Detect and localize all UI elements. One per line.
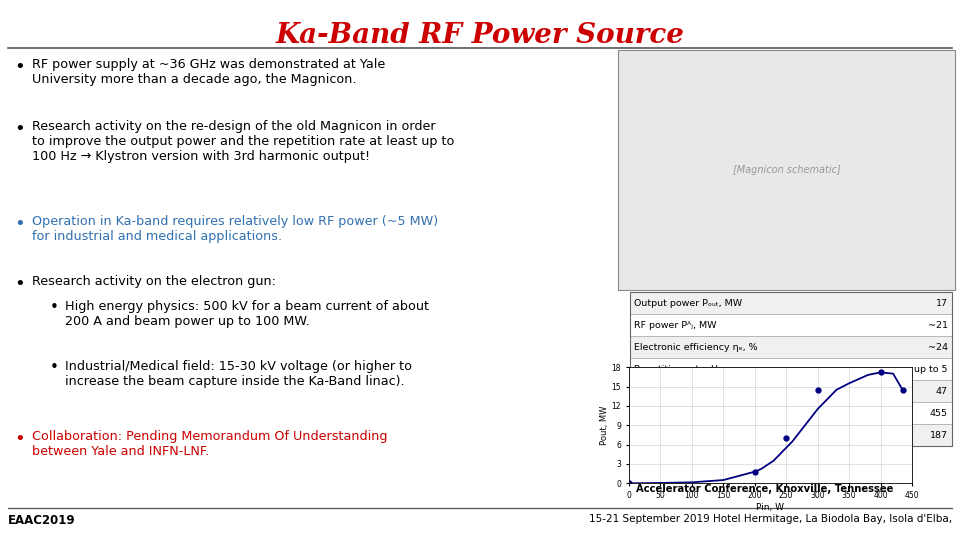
Bar bbox=[630, 292, 952, 446]
Text: 47: 47 bbox=[936, 387, 948, 395]
Text: Gain, dB: Gain, dB bbox=[634, 387, 674, 395]
Bar bbox=[618, 50, 955, 290]
Text: ~24: ~24 bbox=[928, 342, 948, 352]
Bar bbox=[630, 314, 952, 336]
Text: Ka-Band RF Power Source: Ka-Band RF Power Source bbox=[276, 22, 684, 49]
Text: •: • bbox=[14, 215, 25, 233]
Text: Hirshfield et al., Proceedings of 2005 Particle
Accelerator Conference, Knoxvill: Hirshfield et al., Proceedings of 2005 P… bbox=[636, 472, 894, 494]
Bar bbox=[630, 402, 952, 424]
Text: 187: 187 bbox=[930, 430, 948, 440]
Text: ~21: ~21 bbox=[928, 321, 948, 329]
Text: Beam voltage V, kV: Beam voltage V, kV bbox=[634, 408, 728, 417]
Text: up to 5: up to 5 bbox=[915, 364, 948, 374]
Text: Research activity on the re-design of the old Magnicon in order
to improve the o: Research activity on the re-design of th… bbox=[32, 120, 454, 163]
Text: Operation in Ka-band requires relatively low RF power (~5 MW)
for industrial and: Operation in Ka-band requires relatively… bbox=[32, 215, 438, 243]
X-axis label: Pin, W: Pin, W bbox=[756, 503, 784, 512]
Text: 17: 17 bbox=[936, 299, 948, 307]
Text: •: • bbox=[14, 120, 25, 138]
Text: 455: 455 bbox=[930, 408, 948, 417]
Text: High energy physics: 500 kV for a beam current of about
200 A and beam power up : High energy physics: 500 kV for a beam c… bbox=[65, 300, 429, 328]
Text: Beam current I, A: Beam current I, A bbox=[634, 430, 717, 440]
Text: Output power Pₒᵤₜ, MW: Output power Pₒᵤₜ, MW bbox=[634, 299, 742, 307]
Text: •: • bbox=[14, 275, 25, 293]
Text: Electronic efficiency ηₑ, %: Electronic efficiency ηₑ, % bbox=[634, 342, 757, 352]
Bar bbox=[630, 292, 952, 314]
Bar bbox=[630, 424, 952, 446]
Text: 15-21 September 2019 Hotel Hermitage, La Biodola Bay, Isola d'Elba,: 15-21 September 2019 Hotel Hermitage, La… bbox=[588, 514, 952, 524]
Text: Industrial/Medical field: 15-30 kV voltage (or higher to
increase the beam captu: Industrial/Medical field: 15-30 kV volta… bbox=[65, 360, 412, 388]
Text: EAAC2019: EAAC2019 bbox=[8, 514, 76, 527]
Text: RF power Pᴬⱼ, MW: RF power Pᴬⱼ, MW bbox=[634, 321, 716, 329]
Text: Research activity on the electron gun:: Research activity on the electron gun: bbox=[32, 275, 276, 288]
Text: Collaboration: Pending Memorandum Of Understanding
between Yale and INFN-LNF.: Collaboration: Pending Memorandum Of Und… bbox=[32, 430, 388, 458]
Text: Repetition rate, Hz: Repetition rate, Hz bbox=[634, 364, 723, 374]
Bar bbox=[630, 336, 952, 358]
Bar bbox=[630, 358, 952, 380]
Text: •: • bbox=[14, 58, 25, 76]
Text: •: • bbox=[14, 430, 25, 448]
Text: •: • bbox=[50, 300, 59, 315]
Text: [Magnicon schematic]: [Magnicon schematic] bbox=[732, 165, 840, 175]
Text: RF power supply at ~36 GHz was demonstrated at Yale
University more than a decad: RF power supply at ~36 GHz was demonstra… bbox=[32, 58, 385, 86]
Bar bbox=[630, 380, 952, 402]
Text: •: • bbox=[50, 360, 59, 375]
Y-axis label: Pout, MW: Pout, MW bbox=[600, 406, 609, 445]
